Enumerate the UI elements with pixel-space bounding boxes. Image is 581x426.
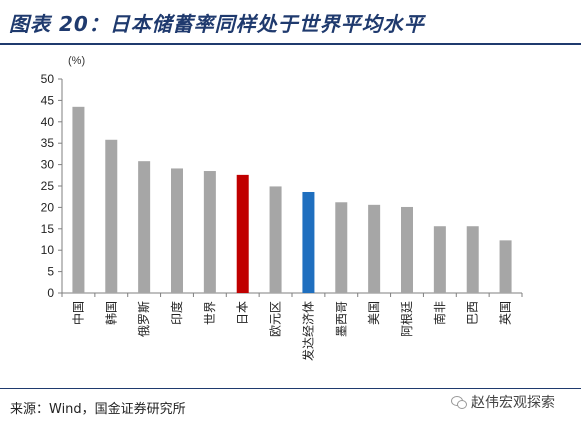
x-tick-label-group: 日本 (236, 301, 250, 325)
footer-divider (0, 388, 581, 389)
watermark-label: 赵伟宏观探索 (471, 395, 555, 411)
y-tick-label: 5 (47, 265, 54, 279)
x-tick-label-group: 中国 (70, 301, 85, 325)
source-note: 来源：Wind，国金证券研究所 (10, 402, 186, 417)
x-tick-label-group: 俄罗斯 (137, 301, 151, 337)
watermark: 赵伟宏观探索 (451, 392, 555, 412)
x-tick-label-group: 欧元区 (269, 301, 283, 337)
x-tick-label-group: 发达经济体 (300, 301, 315, 361)
x-tick-label-group: 英国 (499, 301, 513, 325)
x-tick-labels: 中国 韩国 俄罗斯 印度 世界 日本 欧元区 发达经济体 墨西哥 美国 阿根廷 南非 巴西 英国 (70, 301, 512, 361)
bar-2 (138, 161, 151, 293)
x-tick-label-group: 世界 (203, 301, 217, 325)
y-axis: 0 5 10 15 20 25 30 35 40 45 50 (41, 72, 63, 300)
bar-7 (302, 191, 315, 293)
bar-4 (203, 171, 216, 293)
x-tick-label-group: 美国 (367, 301, 381, 325)
y-tick-label: 35 (41, 136, 55, 150)
x-tick-label: 中国 (70, 301, 85, 325)
y-tick-label: 30 (41, 158, 55, 172)
x-tick-label-group: 巴西 (466, 301, 480, 325)
bar-11 (433, 226, 446, 293)
y-tick-label: 15 (41, 222, 55, 236)
x-tick-label: 韩国 (103, 301, 118, 325)
bar-13 (499, 240, 512, 293)
bar-series (72, 106, 512, 293)
y-tick-label: 10 (41, 243, 55, 257)
bar-0 (72, 106, 85, 293)
y-tick-label: 20 (41, 200, 55, 214)
y-tick-label: 40 (41, 115, 55, 129)
x-tick-label: 欧元区 (269, 301, 283, 337)
x-tick-label-group: 韩国 (103, 301, 118, 325)
title-band: 图表 20：日本储蓄率同样处于世界平均水平 (0, 0, 581, 50)
x-tick-label-group: 南非 (432, 301, 447, 325)
bar-9 (368, 204, 381, 293)
x-tick-label: 发达经济体 (300, 301, 315, 361)
x-tick-label: 美国 (367, 301, 381, 325)
x-axis (61, 292, 523, 297)
x-tick-label-group: 印度 (169, 301, 184, 325)
y-tick-label: 45 (41, 93, 55, 107)
x-tick-label: 阿根廷 (400, 301, 414, 337)
wechat-icon (451, 395, 467, 409)
bar-10 (401, 206, 413, 293)
x-tick-label: 南非 (432, 301, 447, 325)
x-tick-label: 俄罗斯 (137, 301, 151, 337)
title-divider (0, 43, 581, 45)
x-tick-label: 日本 (236, 301, 250, 325)
bar-6 (269, 186, 282, 293)
x-tick-label: 英国 (499, 301, 513, 325)
x-tick-label: 墨西哥 (334, 301, 348, 337)
y-tick-label: 0 (47, 286, 54, 300)
x-tick-label-group: 墨西哥 (334, 301, 348, 337)
y-tick-label: 25 (41, 179, 55, 193)
bar-5 (236, 174, 249, 293)
x-tick-label: 印度 (169, 301, 184, 325)
bar-chart: (%) 0 5 10 15 20 25 30 35 40 45 50 中国 韩国 俄罗斯 印度 世界 日本 欧元… (41, 55, 523, 361)
chart-title: 图表 20：日本储蓄率同样处于世界平均水平 (9, 12, 425, 36)
x-tick-label: 巴西 (466, 301, 480, 325)
y-axis-unit-label: (%) (68, 55, 85, 67)
bar-8 (335, 202, 348, 293)
x-tick-label-group: 阿根廷 (400, 301, 414, 337)
x-tick-label: 世界 (203, 301, 217, 325)
bar-1 (105, 139, 118, 293)
bar-12 (466, 226, 479, 293)
y-tick-label: 50 (41, 72, 55, 86)
bar-3 (171, 168, 183, 293)
